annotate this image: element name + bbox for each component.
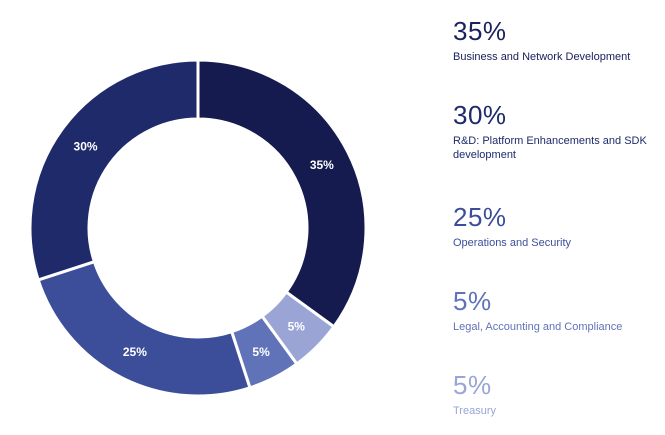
donut-slice-label-3: 5% <box>252 345 270 359</box>
legend-percent-4: 5% <box>453 370 492 400</box>
donut-slice-label-1: 30% <box>74 139 98 153</box>
legend-entry-1: 30% R&D: Platform Enhancements and SDK de… <box>453 100 663 162</box>
donut-slice-label-0: 35% <box>310 158 334 172</box>
donut-slice-label-2: 25% <box>123 345 147 359</box>
donut-chart: 35% 5% 5% 25% 30% <box>28 58 368 398</box>
donut-slice-label-4: 5% <box>288 319 306 333</box>
legend-label-3: Legal, Accounting and Compliance <box>453 321 623 333</box>
legend-entry-2: 25% Operations and Security <box>453 202 663 250</box>
legend-entry-0: 35% Business and Network Development <box>453 16 663 64</box>
donut-slice-0 <box>196 58 368 329</box>
legend-percent-3: 5% <box>453 286 492 316</box>
legend-entry-3: 5% Legal, Accounting and Compliance <box>453 286 663 334</box>
legend-label-2: Operations and Security <box>453 237 572 249</box>
donut-slice-labels: 35% 5% 5% 25% 30% <box>74 139 335 359</box>
donut-slice-2 <box>36 259 252 398</box>
donut-slice-1 <box>28 58 200 282</box>
legend-percent-2: 25% <box>453 202 507 232</box>
legend-label-0: Business and Network Development <box>453 51 631 63</box>
legend-percent-1: 30% <box>453 100 507 130</box>
legend-entry-4: 5% Treasury <box>453 370 663 418</box>
legend-percent-0: 35% <box>453 16 507 46</box>
legend-label-4: Treasury <box>453 405 496 417</box>
donut-slices <box>28 58 368 398</box>
legend-label-1: R&D: Platform Enhancements and SDK devel… <box>453 135 647 161</box>
